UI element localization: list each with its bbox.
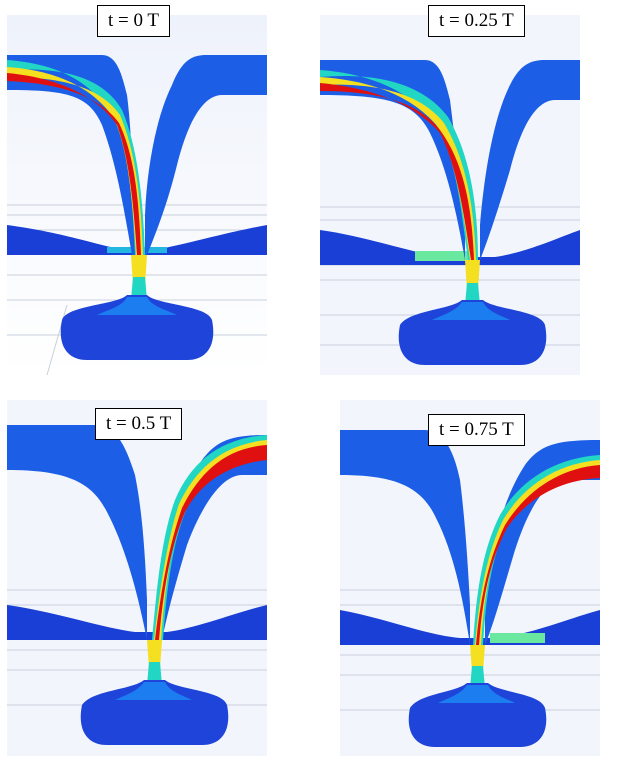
flow-contour-t075 bbox=[340, 400, 600, 756]
panel-t075: t = 0.75 T bbox=[340, 400, 600, 760]
jet-core bbox=[320, 83, 474, 260]
jet-mid bbox=[320, 77, 476, 260]
panel-t0: t = 0 T bbox=[7, 5, 267, 375]
time-label: t = 0.5 T bbox=[95, 408, 183, 440]
upper-domain bbox=[320, 60, 580, 260]
chamber bbox=[80, 680, 229, 745]
chamber bbox=[60, 295, 214, 360]
upper-domain bbox=[7, 55, 267, 255]
lower-channel bbox=[320, 230, 580, 265]
chamber bbox=[408, 683, 547, 747]
time-label: t = 0.25 T bbox=[428, 5, 525, 37]
chamber bbox=[398, 300, 547, 365]
panel-t025: t = 0.25 T bbox=[320, 5, 580, 375]
time-label: t = 0.75 T bbox=[428, 414, 525, 446]
flow-contour-t025 bbox=[320, 15, 580, 375]
lower-channel bbox=[7, 225, 267, 255]
neck bbox=[147, 640, 162, 668]
neck bbox=[465, 260, 480, 290]
time-label: t = 0 T bbox=[97, 5, 171, 37]
lower-channel bbox=[7, 605, 267, 640]
neck bbox=[470, 645, 485, 672]
flow-contour-t0 bbox=[7, 15, 267, 375]
panel-t05: t = 0.5 T bbox=[7, 400, 267, 760]
flow-contour-t05 bbox=[7, 400, 267, 756]
